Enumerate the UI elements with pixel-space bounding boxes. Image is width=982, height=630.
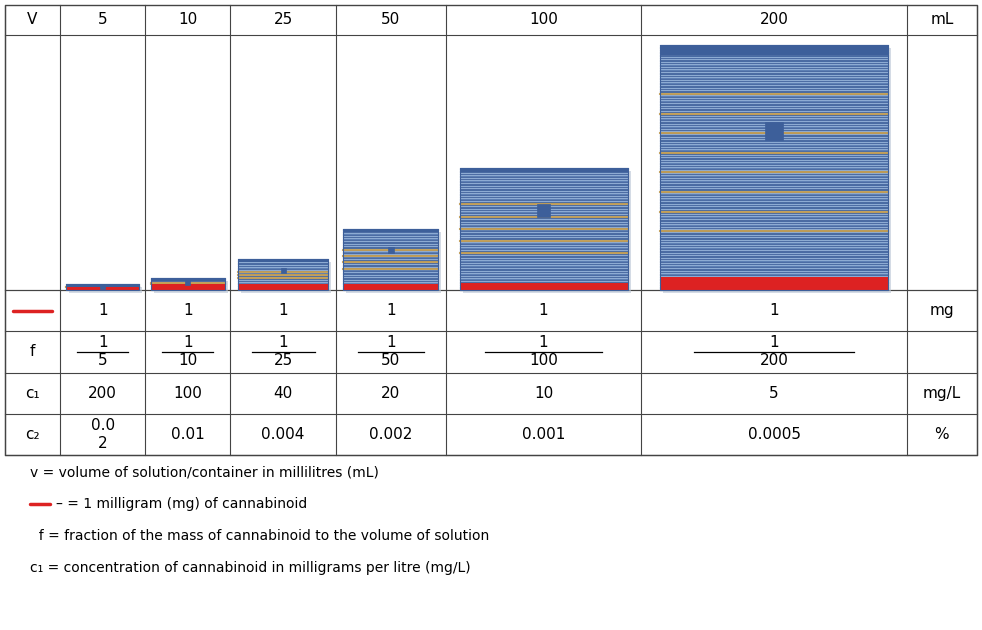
Bar: [463, 171, 630, 293]
Text: 40: 40: [273, 386, 293, 401]
Text: 1: 1: [386, 303, 396, 318]
Text: 5: 5: [769, 386, 779, 401]
Bar: [281, 268, 286, 273]
Bar: [100, 284, 105, 289]
Text: 50: 50: [381, 13, 401, 28]
Bar: [660, 45, 889, 55]
Text: 1: 1: [183, 303, 192, 318]
Text: 1: 1: [539, 335, 548, 350]
Text: 5: 5: [98, 13, 107, 28]
Text: 1: 1: [183, 335, 192, 350]
Text: 10: 10: [179, 353, 197, 369]
Text: 1: 1: [769, 303, 779, 318]
Text: 200: 200: [88, 386, 117, 401]
Text: %: %: [935, 427, 950, 442]
Text: mL: mL: [930, 13, 954, 28]
Bar: [460, 168, 627, 173]
Bar: [460, 168, 627, 290]
Text: mg: mg: [930, 303, 955, 318]
Bar: [344, 284, 438, 290]
Text: f: f: [29, 345, 35, 359]
Bar: [66, 284, 139, 290]
Text: 200: 200: [760, 13, 789, 28]
Bar: [66, 284, 139, 287]
Bar: [66, 284, 139, 290]
Bar: [344, 229, 438, 290]
Bar: [186, 280, 191, 285]
Bar: [344, 229, 438, 232]
Bar: [154, 281, 228, 293]
Text: 1: 1: [278, 303, 288, 318]
Text: 0.001: 0.001: [521, 427, 566, 442]
Text: 10: 10: [534, 386, 553, 401]
Bar: [388, 247, 394, 253]
Text: 1: 1: [98, 303, 107, 318]
Text: v = volume of solution/container in millilitres (mL): v = volume of solution/container in mill…: [30, 465, 379, 479]
Bar: [66, 284, 139, 290]
Text: 200: 200: [760, 353, 789, 369]
Bar: [537, 204, 550, 217]
Bar: [151, 278, 225, 290]
Bar: [460, 284, 627, 290]
Bar: [5, 5, 977, 455]
Text: 20: 20: [381, 386, 401, 401]
Text: 100: 100: [174, 386, 202, 401]
Text: 0.002: 0.002: [369, 427, 412, 442]
Bar: [660, 277, 889, 290]
Text: 1: 1: [386, 335, 396, 350]
Bar: [238, 260, 328, 290]
Text: 25: 25: [273, 13, 293, 28]
Text: 0.01: 0.01: [171, 427, 205, 442]
Text: mg/L: mg/L: [923, 386, 961, 401]
Text: 1: 1: [539, 303, 548, 318]
Text: 0.0
2: 0.0 2: [90, 418, 115, 450]
Text: 100: 100: [529, 353, 558, 369]
Text: 25: 25: [273, 353, 293, 369]
Text: V: V: [27, 13, 37, 28]
Bar: [660, 45, 889, 290]
Bar: [151, 284, 225, 290]
Text: 100: 100: [529, 13, 558, 28]
Bar: [241, 262, 331, 293]
Text: c₂: c₂: [26, 427, 40, 442]
Bar: [660, 45, 889, 290]
Bar: [238, 284, 328, 290]
Bar: [347, 232, 441, 293]
Text: 0.0005: 0.0005: [747, 427, 800, 442]
Bar: [344, 229, 438, 290]
Text: 1: 1: [769, 335, 779, 350]
Bar: [151, 278, 225, 290]
Bar: [69, 287, 142, 293]
Text: 1: 1: [98, 335, 107, 350]
Text: 0.004: 0.004: [261, 427, 304, 442]
Bar: [663, 48, 892, 293]
Text: c₁ = concentration of cannabinoid in milligrams per litre (mg/L): c₁ = concentration of cannabinoid in mil…: [30, 561, 470, 575]
Bar: [151, 278, 225, 281]
Text: 10: 10: [179, 13, 197, 28]
Bar: [238, 260, 328, 290]
Bar: [765, 122, 783, 140]
Text: 50: 50: [381, 353, 401, 369]
Text: 5: 5: [98, 353, 107, 369]
Text: 1: 1: [278, 335, 288, 350]
Bar: [238, 260, 328, 262]
Text: c₁: c₁: [26, 386, 40, 401]
Bar: [460, 168, 627, 290]
Text: f = fraction of the mass of cannabinoid to the volume of solution: f = fraction of the mass of cannabinoid …: [30, 529, 489, 543]
Text: – = 1 milligram (mg) of cannabinoid: – = 1 milligram (mg) of cannabinoid: [56, 497, 307, 511]
